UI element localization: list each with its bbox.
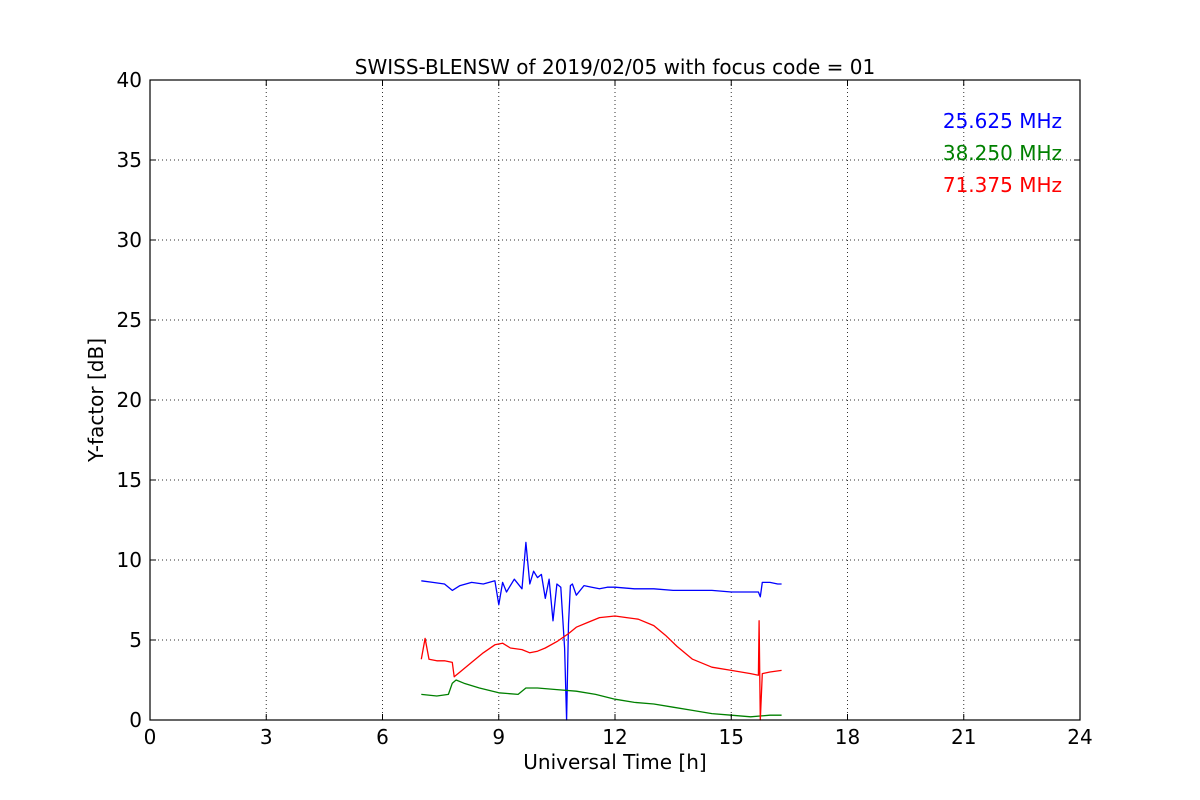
series-layer [420,541,782,721]
y-tick-label: 25 [117,308,142,332]
x-tick-label: 21 [951,725,976,749]
legend: 25.625 MHz 38.250 MHz 71.375 MHz [943,109,1062,197]
x-tick-label: 0 [144,725,157,749]
x-tick-label: 24 [1067,725,1092,749]
x-tick-label: 15 [719,725,744,749]
y-axis-label: Y-factor [dB] [84,338,108,463]
chart-title: SWISS-BLENSW of 2019/02/05 with focus co… [355,55,876,79]
x-tick-label: 6 [376,725,389,749]
tick-layer: 0 3 6 9 12 15 18 21 24 0 5 10 15 20 25 30 35 40 [117,68,1093,749]
y-tick-label: 15 [117,468,142,492]
y-tick-label: 20 [117,388,142,412]
y-tick-label: 40 [117,68,142,92]
y-tick-label: 0 [129,708,142,732]
y-tick-label: 10 [117,548,142,572]
grid-layer [150,80,1080,720]
series-line-3 [420,615,782,721]
x-tick-label: 18 [835,725,860,749]
legend-entry-2: 38.250 MHz [943,141,1062,165]
series-line-2 [421,679,782,718]
x-axis-label: Universal Time [h] [523,750,706,774]
legend-entry-1: 25.625 MHz [943,109,1062,133]
x-tick-label: 3 [260,725,273,749]
legend-entry-3: 71.375 MHz [943,173,1062,197]
x-tick-label: 12 [602,725,627,749]
y-tick-label: 30 [117,228,142,252]
x-tick-label: 9 [492,725,505,749]
series-line-1 [421,541,782,721]
y-tick-label: 35 [117,148,142,172]
y-tick-label: 5 [129,628,142,652]
